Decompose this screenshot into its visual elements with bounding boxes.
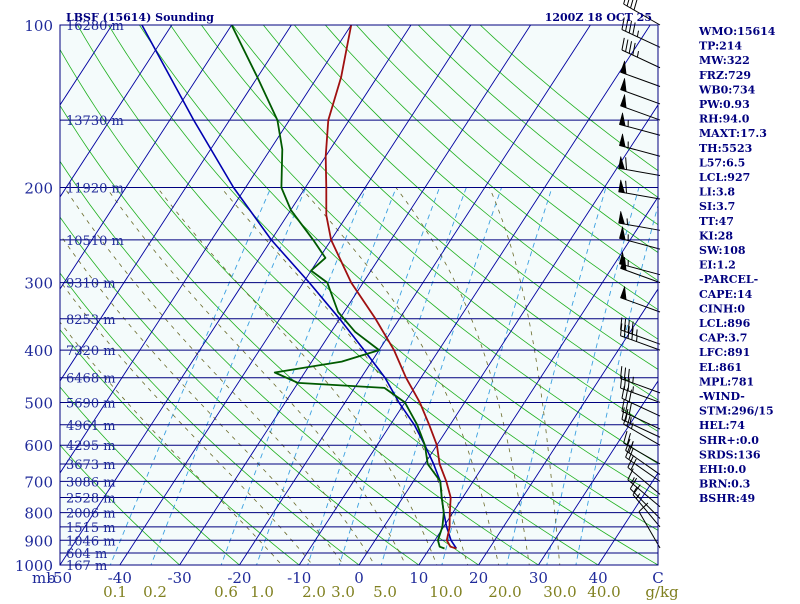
height-label: 3673 m	[66, 458, 116, 473]
index-entry: TT:47	[699, 215, 734, 228]
index-entry: MW:322	[699, 54, 750, 67]
index-entry: WB0:734	[698, 83, 756, 96]
height-label: 5690 m	[66, 396, 116, 411]
mixing-ratio-label: 5.0	[373, 583, 397, 600]
index-entry: CAPE:14	[699, 288, 753, 301]
index-entry: LI:3.8	[699, 186, 735, 199]
index-entry: MAXT:17.3	[699, 127, 767, 140]
mixing-ratio-label: 2.0	[302, 583, 326, 600]
index-entry: -PARCEL-	[699, 273, 758, 286]
index-entry: SHR+:0.0	[699, 434, 759, 447]
mixing-ratio-label: 10.0	[429, 583, 462, 600]
pressure-tick-label: 200	[24, 180, 53, 198]
index-entry: EI:1.2	[699, 259, 736, 272]
height-label: 10510 m	[66, 234, 124, 249]
mixing-ratio-label: 1.0	[250, 583, 274, 600]
index-entry: EL:861	[699, 361, 742, 374]
height-label: 11920 m	[66, 182, 124, 197]
index-entry: HEL:74	[699, 419, 745, 432]
index-entry: MPL:781	[699, 375, 754, 388]
mixing-ratio-label: g/kg	[645, 583, 679, 600]
mixing-ratio-label: 0.6	[214, 583, 238, 600]
temperature-tick-label: 10	[409, 569, 428, 587]
index-entry: BRN:0.3	[699, 478, 750, 491]
pressure-tick-label: 900	[24, 532, 53, 550]
index-entry: SW:108	[699, 244, 746, 257]
height-label: 7320 m	[66, 344, 116, 359]
height-label: 4295 m	[66, 439, 116, 454]
pressure-tick-label: 300	[24, 275, 53, 293]
chart-title: LBSF (15614) Sounding	[66, 11, 214, 24]
height-label: 6468 m	[66, 372, 116, 387]
pressure-tick-label: 100	[24, 17, 53, 35]
temperature-tick-label: -30	[168, 569, 192, 587]
mixing-ratio-label: 30.0	[543, 583, 576, 600]
index-entry: -WIND-	[699, 390, 745, 403]
index-entry: CAP:3.7	[699, 332, 747, 345]
pressure-tick-label: 800	[24, 505, 53, 523]
index-entry: SI:3.7	[699, 200, 735, 213]
mixing-ratio-label: 0.2	[143, 583, 167, 600]
pressure-tick-label: 700	[24, 473, 53, 491]
height-label: 2528 m	[66, 492, 116, 507]
index-entry: TP:214	[699, 40, 742, 53]
height-label: 3086 m	[66, 475, 116, 490]
height-label: 13730 m	[66, 114, 124, 129]
mixing-ratio-label: 0.1	[103, 583, 127, 600]
pressure-tick-label: 600	[24, 437, 53, 455]
index-entry: WMO:15614	[698, 25, 776, 38]
valid-time: 1200Z 18 OCT 25	[545, 11, 652, 24]
index-entry: FRZ:729	[699, 69, 751, 82]
height-label: 9310 m	[66, 277, 116, 292]
pressure-tick-label: 400	[24, 342, 53, 360]
mixing-ratio-label: 3.0	[331, 583, 355, 600]
index-entry: TH:5523	[699, 142, 752, 155]
isotherm	[0, 0, 8, 576]
index-entry: LCL:927	[699, 171, 750, 184]
mixing-ratio-label: 20.0	[488, 583, 521, 600]
index-entry: LFC:891	[699, 346, 750, 359]
index-entry: KI:28	[699, 229, 733, 242]
index-entry: SRDS:136	[699, 448, 761, 461]
temperature-tick-label: 20	[469, 569, 488, 587]
height-label: 8253 m	[66, 313, 116, 328]
index-entry: RH:94.0	[699, 113, 750, 126]
index-entry: LCL:896	[699, 317, 751, 330]
index-entry: L57:6.5	[699, 156, 745, 169]
index-entry: PW:0.93	[699, 98, 750, 111]
height-label: 2006 m	[66, 507, 116, 522]
temperature-tick-label: 0	[354, 569, 364, 587]
index-entry: STM:296/15	[699, 405, 774, 418]
index-entry: EHI:0.0	[699, 463, 746, 476]
mixing-ratio-label: 40.0	[587, 583, 620, 600]
index-entry: CINH:0	[699, 302, 745, 315]
pressure-tick-label: 500	[24, 394, 53, 412]
temperature-tick-label: -50	[48, 569, 72, 587]
height-label: 4961 m	[66, 419, 116, 434]
height-label: 167 m	[66, 559, 107, 574]
index-entry: BSHR:49	[699, 492, 755, 505]
